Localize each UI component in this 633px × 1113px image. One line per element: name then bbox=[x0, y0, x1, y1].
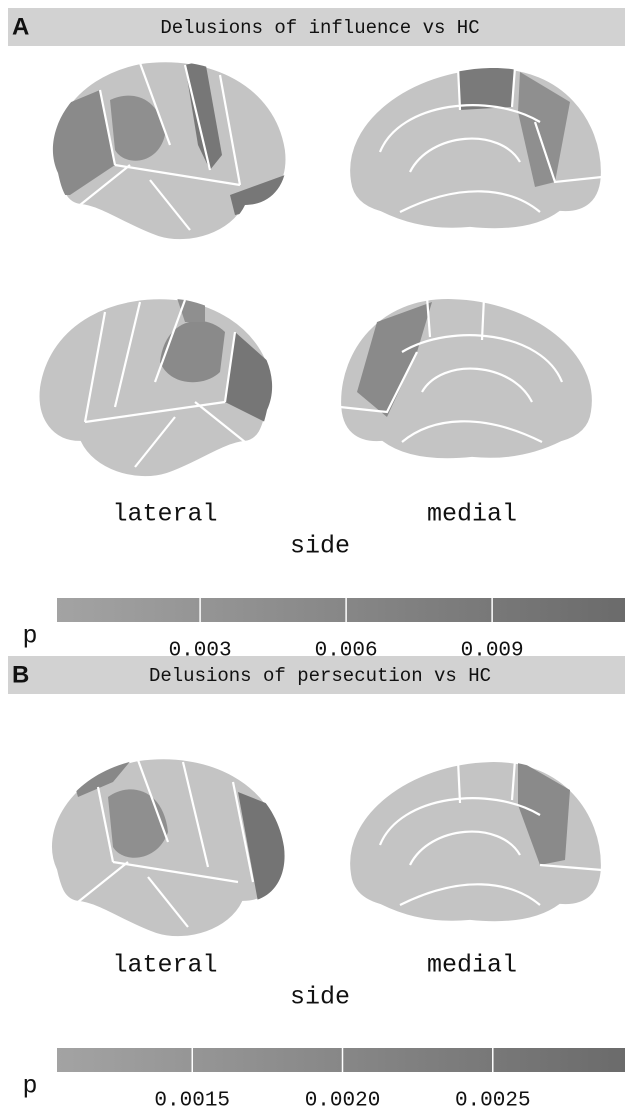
colorbar bbox=[57, 598, 625, 622]
axis-label: side bbox=[290, 983, 350, 1012]
tick-label: 0.0025 bbox=[455, 1090, 531, 1113]
panel-label: A bbox=[12, 13, 29, 40]
view-label: lateral bbox=[112, 500, 217, 529]
tick-label: 0.0020 bbox=[305, 1090, 381, 1113]
axis-label: side bbox=[290, 532, 350, 561]
brain-lateral bbox=[40, 60, 287, 240]
brain-lateral bbox=[51, 752, 288, 937]
brain-medial bbox=[340, 297, 593, 459]
legend-title: p bbox=[22, 1072, 37, 1101]
view-label: medial bbox=[427, 500, 517, 529]
tick-label: 0.0015 bbox=[154, 1090, 230, 1113]
view-label: medial bbox=[427, 951, 517, 980]
legend-title: p bbox=[22, 622, 37, 651]
brain-medial bbox=[349, 67, 602, 229]
view-label: lateral bbox=[112, 951, 217, 980]
brain-medial bbox=[349, 760, 602, 922]
panel-label: B bbox=[12, 661, 29, 688]
colorbar bbox=[57, 1048, 625, 1072]
figure: A Delusions of influence vs HC lateral medi… bbox=[0, 0, 633, 1113]
panel-title: Delusions of influence vs HC bbox=[160, 17, 479, 39]
brain-lateral bbox=[38, 292, 280, 477]
panel-title: Delusions of persecution vs HC bbox=[149, 665, 491, 687]
